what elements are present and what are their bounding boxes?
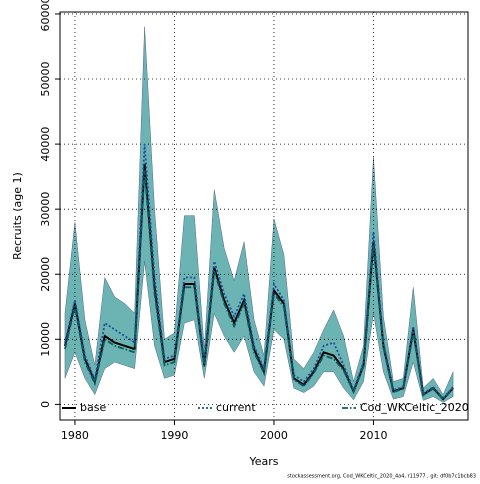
y-tick-label: 0 bbox=[39, 401, 52, 408]
legend-label: Cod_WKCeltic_2020 bbox=[360, 401, 469, 414]
y-tick-label: 60000 bbox=[39, 0, 52, 31]
series-line bbox=[64, 144, 454, 400]
x-axis-label: Years bbox=[248, 455, 278, 468]
y-axis-label: Recruits (age 1) bbox=[11, 172, 24, 260]
y-tick-label: 50000 bbox=[39, 62, 52, 97]
legend-label: base bbox=[80, 401, 106, 414]
x-tick-label: 2000 bbox=[260, 429, 288, 442]
x-tick-label: 1980 bbox=[61, 429, 89, 442]
y-tick-label: 20000 bbox=[39, 257, 52, 292]
series-line bbox=[64, 170, 454, 401]
confidence-band bbox=[64, 26, 454, 403]
y-tick-label: 30000 bbox=[39, 192, 52, 227]
x-tick-label: 2010 bbox=[359, 429, 387, 442]
plot-frame bbox=[59, 11, 469, 421]
y-tick-label: 40000 bbox=[39, 127, 52, 162]
x-tick-label: 1990 bbox=[160, 429, 188, 442]
y-tick-label: 10000 bbox=[39, 322, 52, 357]
footer: stockassessment.org, Cod_WKCeltic_2020_4… bbox=[287, 474, 476, 480]
legend-label: current bbox=[216, 401, 256, 414]
